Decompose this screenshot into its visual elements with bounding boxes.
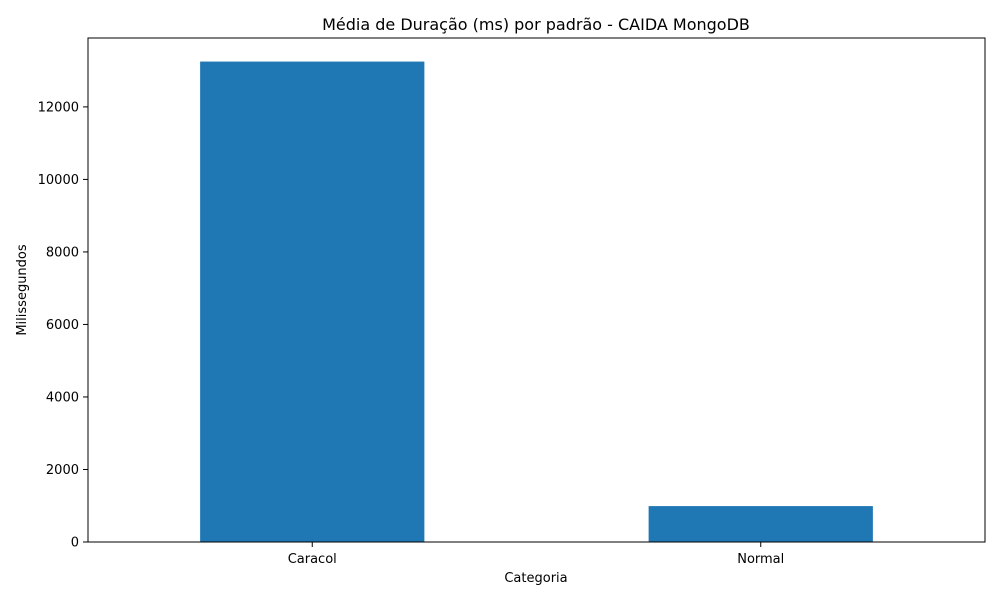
y-tick-label: 0 [71, 536, 79, 551]
x-tick-label: Normal [737, 552, 784, 567]
plot-area: Caracol Normal 0 2000 4000 6000 8000 10000 12000 [38, 37, 986, 567]
y-axis-title: Milissegundos [15, 244, 30, 336]
chart-title: Média de Duração (ms) por padrão - CAIDA… [322, 15, 750, 34]
plot-frame [87, 37, 986, 543]
x-axis-title: Categoria [504, 571, 567, 586]
y-tick-label: 2000 [46, 463, 79, 478]
y-tick-label: 4000 [46, 390, 79, 405]
bar-caracol [200, 61, 425, 542]
y-tick-label: 8000 [46, 245, 79, 260]
x-tick-label: Caracol [288, 552, 337, 567]
y-tick-label: 6000 [46, 318, 79, 333]
y-tick-label: 12000 [38, 100, 79, 115]
bar-normal [648, 506, 873, 542]
y-tick-label: 10000 [38, 173, 79, 188]
